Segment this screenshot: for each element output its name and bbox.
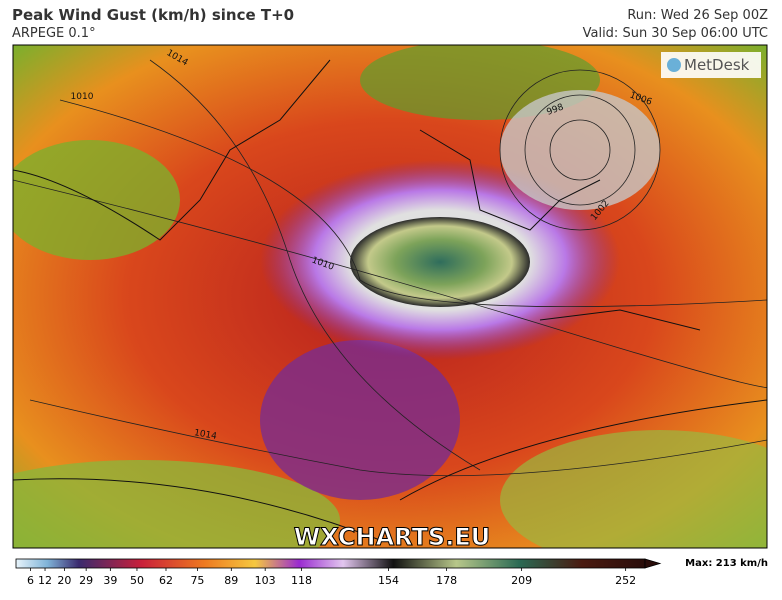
colorbar-tick-label: 62: [159, 574, 173, 587]
colorbar-tick-label: 12: [38, 574, 52, 587]
max-label: Max: 213 km/h: [685, 558, 768, 569]
colorbar-tick-label: 29: [79, 574, 93, 587]
colorbar-tick-label: 20: [57, 574, 71, 587]
colorbar-tick-label: 89: [224, 574, 238, 587]
colorbar-tick-label: 209: [511, 574, 532, 587]
brand: MetDesk: [684, 56, 750, 74]
colorbar-tick-label: 252: [615, 574, 636, 587]
colorbar-tick-label: 6: [27, 574, 34, 587]
colorbar-tick-label: 103: [255, 574, 276, 587]
colorbar-tick-label: 178: [436, 574, 457, 587]
run-time: Run: Wed 26 Sep 00Z: [627, 8, 768, 23]
colorbar-tick-label: 154: [378, 574, 399, 587]
colorbar-tick-label: 118: [291, 574, 312, 587]
valid-time: Valid: Sun 30 Sep 06:00 UTC: [582, 26, 768, 41]
colorbar-tick-label: 75: [190, 574, 204, 587]
model-name: ARPEGE 0.1°: [12, 26, 96, 41]
isobar-label: 1014: [193, 428, 218, 442]
watermark: WXCHARTS.EU: [294, 523, 490, 551]
colorbar-tick-label: 39: [103, 574, 117, 587]
brand-box: MetDesk: [661, 52, 761, 78]
title: Peak Wind Gust (km/h) since T+0: [12, 6, 295, 24]
isobar-label: 1010: [71, 92, 94, 102]
colorbar-tick-label: 50: [130, 574, 144, 587]
